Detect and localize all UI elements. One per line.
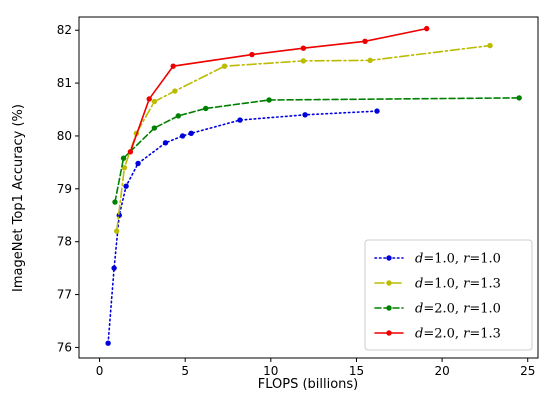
series-2-point xyxy=(300,58,307,64)
legend-marker-2 xyxy=(386,280,392,286)
x-axis-title: FLOPS (billions) xyxy=(258,377,359,392)
x-tick-label: 20 xyxy=(434,364,449,378)
legend-box xyxy=(364,239,533,351)
series-4-point xyxy=(146,96,152,102)
series-1-point xyxy=(162,140,169,146)
series-3-point xyxy=(112,199,118,205)
series-1-point xyxy=(188,130,194,137)
x-tick-label: 5 xyxy=(181,364,189,378)
series-3-point xyxy=(120,155,127,161)
series-1-point xyxy=(135,160,141,167)
series-3-point xyxy=(516,95,522,101)
series-2-point xyxy=(367,57,373,64)
legend-r-value: =1.0 xyxy=(469,252,501,267)
series-2-point xyxy=(113,228,120,234)
series-2-point xyxy=(151,98,158,105)
legend-label-2: d=1.0, r=1.3 xyxy=(415,277,501,292)
series-1-point xyxy=(111,265,117,271)
y-tick-label: 79 xyxy=(57,182,72,196)
legend-d-symbol: d xyxy=(415,277,423,292)
legend-d-symbol: d xyxy=(415,252,423,267)
y-axis-title: ImageNet Top1 Accuracy (%) xyxy=(11,104,26,292)
legend-d-value: =1.0, xyxy=(423,252,463,267)
legend-r-symbol: r xyxy=(463,252,470,267)
series-3-point xyxy=(151,125,158,131)
series-1-point xyxy=(123,183,129,189)
legend-r-value: =1.3 xyxy=(469,327,501,342)
series-3-point xyxy=(175,113,182,119)
x-tick-label: 10 xyxy=(263,364,278,378)
series-1-point xyxy=(179,133,186,139)
x-tick-label: 25 xyxy=(520,364,535,378)
series-2-point xyxy=(121,164,128,171)
legend-label-3: d=2.0, r=1.0 xyxy=(415,302,501,317)
y-tick-label: 76 xyxy=(57,340,72,354)
legend-d-value: =2.0, xyxy=(423,327,463,342)
legend-d-value: =1.0, xyxy=(423,277,463,292)
series-4-point xyxy=(423,25,430,32)
series-4-point xyxy=(300,45,307,51)
legend-r-symbol: r xyxy=(463,277,470,292)
series-2-point xyxy=(487,42,493,49)
series-4-point xyxy=(362,38,368,45)
y-tick-label: 82 xyxy=(57,23,72,37)
legend-d-value: =2.0, xyxy=(423,302,463,317)
legend-r-value: =1.3 xyxy=(469,277,501,292)
legend-d-symbol: d xyxy=(415,327,423,342)
series-1-point xyxy=(237,117,243,123)
legend-marker-4 xyxy=(386,330,392,336)
y-tick-label: 78 xyxy=(57,235,72,249)
series-3-point xyxy=(266,97,272,103)
x-tick-label: 15 xyxy=(349,364,364,378)
legend-marker-1 xyxy=(386,255,392,261)
legend-r-symbol: r xyxy=(463,327,470,342)
y-tick-label: 81 xyxy=(57,76,72,90)
legend-r-symbol: r xyxy=(463,302,470,317)
legend-r-value: =1.0 xyxy=(469,302,501,317)
series-4-point xyxy=(127,149,134,155)
plot-frame xyxy=(78,16,539,359)
series-1-point xyxy=(105,340,111,346)
y-tick-label: 80 xyxy=(57,129,72,143)
series-2-point xyxy=(172,88,178,94)
series-line-2 xyxy=(115,44,491,232)
legend: d=1.0, r=1.0d=1.0, r=1.3d=2.0, r=1.0d=2.… xyxy=(364,239,533,351)
legend-d-symbol: d xyxy=(415,302,423,317)
series-4-point xyxy=(170,63,176,69)
x-tick-label: 0 xyxy=(96,364,104,378)
series-1-point xyxy=(302,112,308,118)
y-tick-label: 77 xyxy=(57,288,72,302)
series-1-point xyxy=(374,108,380,114)
series-4-point xyxy=(249,51,255,58)
series-2-point xyxy=(221,63,228,69)
series-line-1 xyxy=(107,110,378,345)
legend-marker-3 xyxy=(386,305,392,311)
series-3-point xyxy=(203,105,209,112)
legend-label-1: d=1.0, r=1.0 xyxy=(415,252,501,267)
legend-label-4: d=2.0, r=1.3 xyxy=(415,327,501,342)
